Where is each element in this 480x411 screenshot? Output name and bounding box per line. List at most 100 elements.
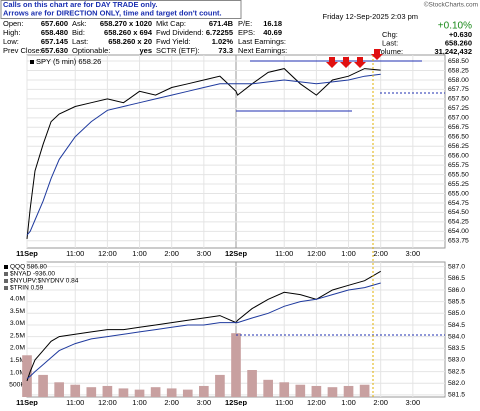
volume-bar [199, 385, 209, 397]
volume-bar [70, 384, 81, 397]
note-line: Calls on this chart are for DAY TRADE on… [3, 0, 157, 9]
volume-bar [54, 382, 64, 397]
volume-bar [118, 388, 129, 397]
quote-label: Bid: [72, 28, 85, 37]
x-tick-label: 3:00 [197, 249, 212, 258]
quote-label: Last Earnings: [238, 37, 286, 46]
legend-swatch [4, 286, 8, 290]
y-tick-label: 656.00 [448, 152, 469, 159]
volume-bar [22, 355, 32, 397]
y-tick-label: 656.50 [448, 134, 469, 141]
x-tick-label: 3:00 [406, 398, 421, 406]
quote-label: Ask: [72, 19, 87, 28]
quote-value: 658.260 x 694 [104, 28, 153, 37]
quote-label: High: [3, 28, 21, 37]
x-tick-label: 11:00 [66, 249, 84, 258]
legend: QQQ 586.80 [10, 264, 47, 271]
quote-value: 657.630 [41, 46, 68, 55]
y-tick-label: 655.00 [448, 190, 469, 197]
quote-value: 658.260 [445, 38, 472, 47]
plot-layer: 11Sep 11:00 12:00 1:00 2:00 3:00 12Sep 11:00 12:… [4, 55, 469, 407]
quote-label: Open: [3, 19, 23, 28]
quote-label: P/E: [238, 19, 252, 28]
copyright: ©StockCharts.com [424, 1, 478, 9]
down-arrow [371, 49, 383, 60]
volume-bar [182, 389, 193, 397]
x-tick-label: 2:00 [164, 398, 179, 406]
y2-tick-label: 586.0 [448, 287, 465, 294]
down-arrow [354, 57, 366, 68]
y2-tick-label: 581.5 [448, 392, 465, 399]
quote-value: 1.02% [212, 37, 234, 46]
y-tick-label: 657.00 [448, 115, 469, 122]
quote-value: yes [139, 46, 152, 55]
y-tick-label: 657.75 [448, 86, 469, 93]
y-tick-label: 500K [9, 382, 25, 389]
quote-value: 658.270 x 1020 [100, 19, 152, 28]
legend-swatch [30, 60, 34, 64]
x-tick-label: 2:00 [373, 249, 388, 258]
volume-bar [38, 374, 48, 397]
y2-tick-label: 583.0 [448, 357, 465, 364]
quote-value: +0.630 [449, 30, 472, 39]
volume-bar [247, 370, 257, 397]
y-tick-label: 2.5M [10, 332, 25, 339]
quote-label: Last: [72, 37, 88, 46]
y-tick-label: 654.75 [448, 200, 469, 207]
quote-value: 658.260 x 20 [108, 37, 152, 46]
volume-bar [295, 384, 306, 397]
x-tick-label: 11:00 [275, 249, 293, 258]
y2-tick-label: 583.5 [448, 345, 465, 352]
quote-value: 40.69 [263, 28, 282, 37]
price-line [26, 270, 381, 382]
x-tick-label: 1:00 [132, 398, 147, 406]
legend-swatch [4, 272, 8, 276]
y-tick-label: 656.25 [448, 143, 469, 150]
quote-value: 31,242,432 [434, 47, 472, 56]
y-tick-label: 655.25 [448, 181, 469, 188]
arrows [326, 49, 383, 68]
note-box [0, 0, 242, 19]
y-tick-label: 658.50 [448, 58, 469, 65]
x-tick-label: 11:00 [275, 398, 293, 406]
y2-tick-label: 584.0 [448, 333, 465, 340]
legend: $NYAD -936.00 [10, 271, 55, 278]
volume-bar [166, 388, 177, 397]
x-tick-label: 12:00 [307, 398, 326, 406]
quote-label: EPS: [238, 28, 255, 37]
x-tick-label: 12:00 [98, 249, 117, 258]
x-tick-label: 2:00 [373, 398, 388, 406]
y2-tick-label: 582.0 [448, 380, 465, 387]
quote-label: Next Earnings: [238, 46, 287, 55]
y-tick-label: 4.0M [10, 296, 25, 303]
legend: SPY (5 min) 658.26 [36, 57, 101, 66]
quote-value: 73.3 [218, 46, 233, 55]
y-tick-label: 658.25 [448, 67, 469, 74]
x-tick-label: 11:00 [66, 398, 84, 406]
x-tick-label: 3:00 [197, 398, 212, 406]
volume-bar [311, 385, 322, 397]
legend-swatch [4, 265, 8, 269]
price-line [26, 282, 381, 379]
y-tick-label: 654.50 [448, 209, 469, 216]
y2-tick-label: 584.5 [448, 322, 465, 329]
y2-tick-label: 587.0 [448, 263, 465, 270]
volume-bar [231, 333, 241, 397]
legend: $TRIN 0.59 [10, 285, 44, 292]
y-tick-label: 657.25 [448, 105, 469, 112]
price-line [26, 68, 381, 239]
volume-bar [327, 387, 338, 397]
quote-value: 658.480 [41, 28, 68, 37]
pct-change: +0.10% [438, 21, 472, 32]
quote-label: Mkt Cap: [156, 19, 186, 28]
x-tick-label: 1:00 [341, 249, 356, 258]
x-tick-label: 12:00 [307, 249, 326, 258]
note-line: Arrows are for DIRECTION ONLY, time and … [3, 8, 222, 17]
quote-label: Fwd Dividend: [156, 28, 204, 37]
volume-bar [150, 387, 161, 397]
y-tick-label: 655.50 [448, 171, 469, 178]
y2-tick-label: 586.5 [448, 275, 465, 282]
volume-bar [134, 389, 145, 397]
x-tick-label: 12:00 [98, 398, 117, 406]
quote-label: Fwd Yield: [156, 37, 191, 46]
